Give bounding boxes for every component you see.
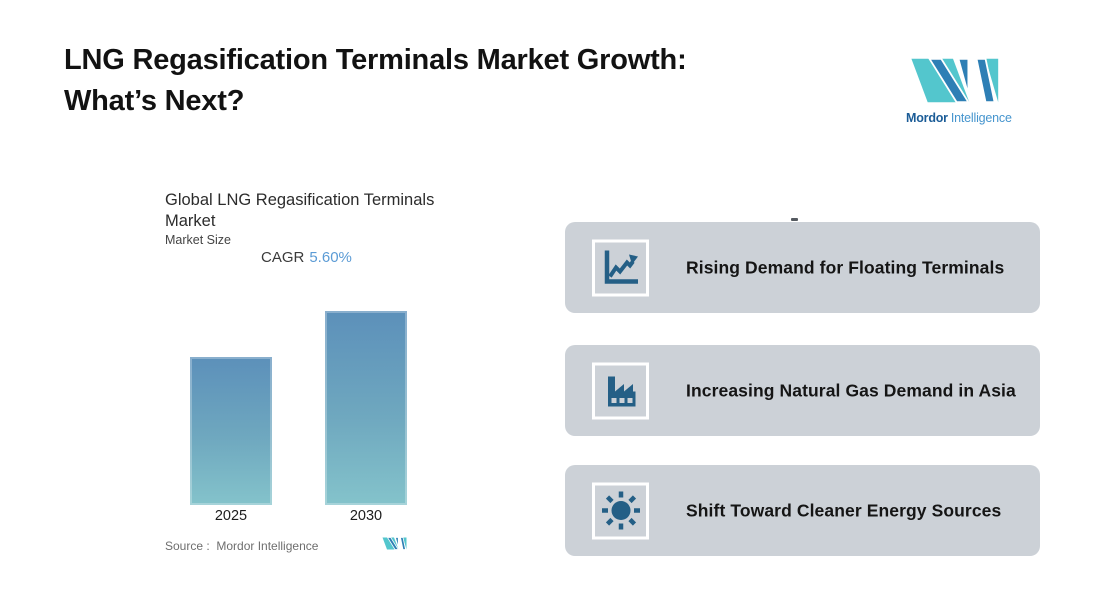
brand-word-mordor: Mordor [906, 111, 948, 125]
page-title-line2: What’s Next? [64, 85, 245, 117]
brand-logo: Mordor Intelligence [906, 57, 1012, 125]
chart-title: Global LNG Regasification Terminals Mark… [165, 190, 434, 232]
cagr-label: CAGR [261, 249, 305, 266]
chart-subtitle: Market Size [165, 233, 231, 247]
card-label: Rising Demand for Floating Terminals [686, 257, 1005, 277]
card-cleaner-energy: Shift Toward Cleaner Energy Sources [565, 465, 1040, 556]
chart-title-line2: Market [165, 212, 216, 230]
cagr-value: 5.60% [309, 249, 352, 266]
card-rising-demand: Rising Demand for Floating Terminals [565, 222, 1040, 313]
axis-label-2025: 2025 [214, 508, 248, 524]
axis-label-2030: 2030 [349, 508, 383, 524]
card-icon-frame [592, 362, 649, 419]
card-label: Shift Toward Cleaner Energy Sources [686, 500, 1002, 520]
factory-icon [607, 376, 635, 407]
mini-mordor-logo-icon [382, 537, 407, 550]
stray-mark [791, 218, 798, 221]
card-gas-demand-asia: Increasing Natural Gas Demand in Asia [565, 345, 1040, 436]
bar-2025 [190, 357, 272, 505]
source-attribution: Source : Mordor Intelligence [165, 539, 319, 553]
page-title-line1: LNG Regasification Terminals Market Grow… [64, 44, 687, 76]
brand-wordmark: Mordor Intelligence [906, 111, 1012, 125]
bar-2030 [325, 311, 407, 505]
card-icon-frame [592, 482, 649, 539]
sun-icon [601, 491, 640, 530]
line-chart-icon [604, 250, 638, 284]
card-icon-frame [592, 239, 649, 296]
card-label: Increasing Natural Gas Demand in Asia [686, 380, 1016, 400]
brand-word-intelligence: Intelligence [950, 111, 1012, 125]
mordor-intelligence-logo-icon [911, 57, 999, 104]
page-title: LNG Regasification Terminals Market Grow… [64, 40, 687, 122]
chart-title-line1: Global LNG Regasification Terminals [165, 191, 435, 209]
cagr-annotation: CAGR 5.60% [261, 249, 352, 266]
